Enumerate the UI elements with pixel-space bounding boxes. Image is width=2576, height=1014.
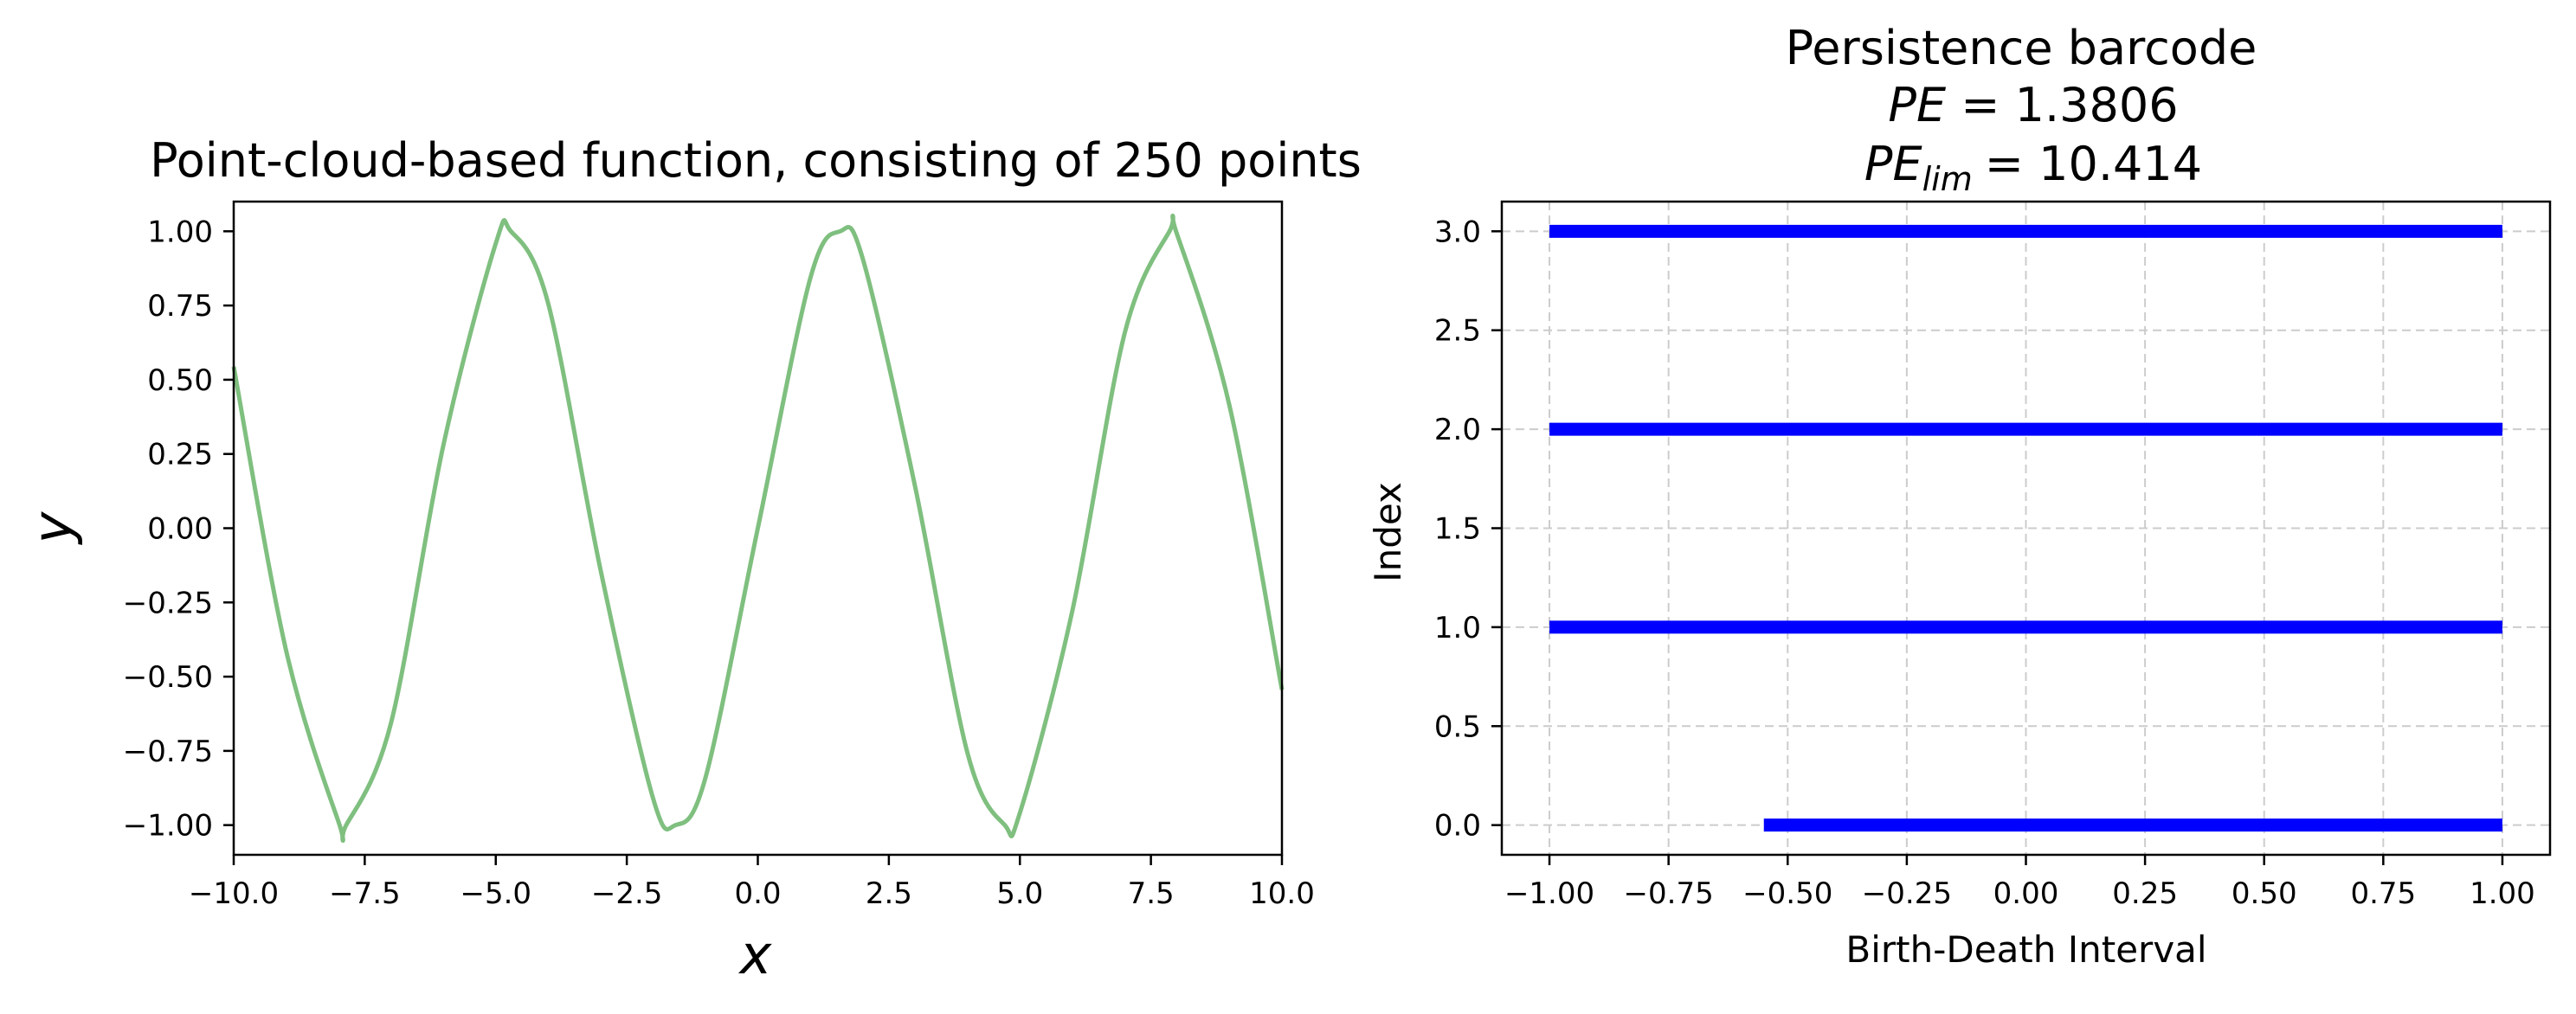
pelim-value: = 10.414 — [1985, 137, 2202, 191]
function-plot: Point-cloud-based function, consisting o… — [21, 133, 1362, 986]
left-y-tick-label-2: −0.50 — [123, 660, 213, 695]
right-x-tick-label-8: 1.00 — [2470, 876, 2535, 911]
left-x-tick-label-4: 0.0 — [734, 876, 781, 911]
left-y-axis-label: y — [21, 510, 84, 545]
left-x-tick-label-2: −5.0 — [460, 876, 531, 911]
right-y-tick-label-3: 1.5 — [1434, 512, 1481, 547]
left-y-tick-label-4: 0.00 — [147, 512, 213, 547]
right-y-tick-label-2: 1.0 — [1434, 611, 1481, 645]
pe-symbol: PE — [1888, 78, 1947, 132]
left-y-tick-label-8: 1.00 — [147, 215, 213, 249]
right-y-tick-label-4: 2.0 — [1434, 413, 1481, 447]
left-x-tick-label-0: −10.0 — [189, 876, 279, 911]
right-title: Persistence barcode — [1786, 21, 2257, 75]
right-x-axis-label: Birth-Death Interval — [1845, 928, 2206, 971]
right-x-tick-label-6: 0.50 — [2231, 876, 2297, 911]
right-y-tick-label-1: 0.5 — [1434, 709, 1481, 744]
left-y-tick-label-6: 0.50 — [147, 363, 213, 398]
right-x-tick-label-4: 0.00 — [1993, 876, 2059, 911]
right-x-tick-label-7: 0.75 — [2350, 876, 2416, 911]
sine-curve-line — [231, 213, 1285, 844]
right-y-tick-label-5: 2.5 — [1434, 314, 1481, 349]
right-x-tick-label-5: 0.25 — [2112, 876, 2178, 911]
right-x-tick-label-0: −1.00 — [1504, 876, 1594, 911]
right-x-tick-label-3: −0.25 — [1862, 876, 1952, 911]
left-y-tick-label-7: 0.75 — [147, 289, 213, 324]
right-y-tick-label-6: 3.0 — [1434, 215, 1481, 249]
pelim-symbol: PE — [1864, 137, 1923, 191]
right-y-tick-label-0: 0.0 — [1434, 809, 1481, 844]
left-x-tick-label-8: 10.0 — [1249, 876, 1315, 911]
right-y-axis-label: Index — [1367, 482, 1409, 582]
left-x-tick-label-1: −7.5 — [329, 876, 401, 911]
left-x-tick-label-3: −2.5 — [591, 876, 663, 911]
pelim-subtitle: PElim = 10.414 — [1864, 137, 2202, 198]
left-x-tick-label-5: 2.5 — [866, 876, 912, 911]
barcode-plot: Persistence barcode PE = 1.3806 PElim = 1… — [1367, 21, 2552, 971]
left-y-tick-label-0: −1.00 — [123, 809, 213, 844]
left-y-tick-label-1: −0.75 — [123, 735, 213, 769]
left-x-axis-label: x — [738, 923, 773, 986]
left-y-tick-label-5: 0.25 — [147, 438, 213, 472]
pe-value: = 1.3806 — [1961, 78, 2178, 132]
left-x-tick-label-7: 7.5 — [1128, 876, 1175, 911]
pe-subtitle: PE = 1.3806 — [1888, 78, 2178, 132]
right-x-tick-label-2: −0.50 — [1742, 876, 1832, 911]
right-x-tick-label-1: −0.75 — [1624, 876, 1714, 911]
left-x-tick-label-6: 5.0 — [996, 876, 1043, 911]
left-y-tick-label-3: −0.25 — [123, 586, 213, 620]
left-title: Point-cloud-based function, consisting o… — [150, 133, 1362, 188]
pelim-subscript: lim — [1922, 160, 1973, 198]
